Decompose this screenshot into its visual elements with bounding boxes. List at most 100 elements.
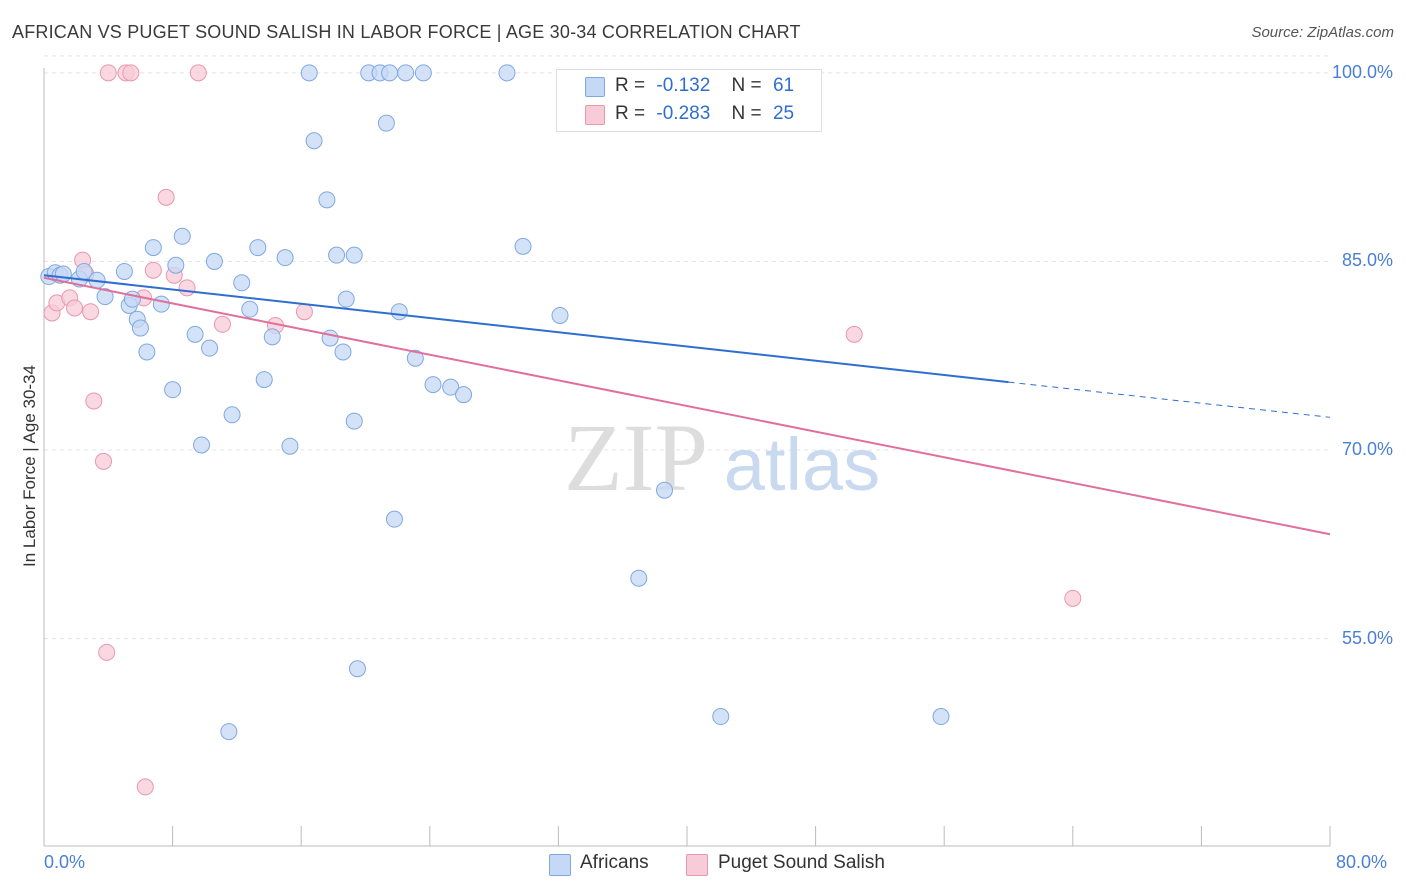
africans-point (442, 378, 460, 396)
africans-point (263, 328, 281, 346)
salish-point (178, 279, 196, 297)
watermark: ZIP atlas (564, 404, 880, 511)
africans-point (220, 723, 238, 741)
africans-point (397, 64, 415, 82)
stats-legend: R = -0.132 N = 61 R = -0.283 N = 25 (556, 69, 822, 132)
africans-point (138, 343, 156, 361)
africans-point (173, 227, 191, 245)
africans-point (255, 371, 273, 389)
salish-point (845, 325, 863, 343)
salish-point (144, 261, 162, 279)
africans-point (300, 64, 318, 82)
africans-point (328, 246, 346, 264)
africans-point (167, 256, 185, 274)
bottom-legend-salish-swatch (686, 854, 708, 876)
salish-point (189, 64, 207, 82)
africans-point (712, 708, 730, 726)
africans-point (381, 64, 399, 82)
y-tick-label: 100.0% (1331, 61, 1393, 82)
salish-point (295, 303, 313, 321)
watermark-atlas: atlas (724, 423, 880, 506)
africans-r-value: -0.132 (656, 75, 711, 96)
africans-point (318, 191, 336, 209)
africans-point (131, 319, 149, 337)
africans-point (164, 381, 182, 399)
africans-point (345, 246, 363, 264)
africans-point (305, 132, 323, 150)
africans-point (233, 274, 251, 292)
africans-points (40, 64, 950, 741)
africans-point (630, 569, 648, 587)
africans-point (193, 436, 211, 454)
salish-point (66, 299, 84, 317)
africans-point (144, 239, 162, 257)
africans-r-label: R = (615, 75, 646, 96)
salish-point (85, 392, 103, 410)
salish-r-label: R = (615, 103, 646, 124)
africans-point (514, 237, 532, 255)
africans-point (201, 339, 219, 357)
watermark-zip: ZIP (564, 404, 708, 511)
chart-title: AFRICAN VS PUGET SOUND SALISH IN LABOR F… (12, 22, 801, 42)
salish-point (213, 315, 231, 333)
x-tick-label-min: 0.0% (44, 852, 86, 872)
salish-point (157, 188, 175, 206)
africans-point (241, 300, 259, 318)
salish-stats: R = -0.283 N = 25 (615, 103, 794, 125)
africans-point (406, 349, 424, 367)
y-tick-label: 55.0% (1341, 627, 1393, 648)
africans-swatch (585, 77, 605, 97)
africans-point (337, 290, 355, 308)
africans-point (205, 252, 223, 270)
africans-point (655, 481, 673, 499)
africans-point (152, 295, 170, 313)
africans-point (498, 64, 516, 82)
salish-point (122, 64, 140, 82)
africans-point (345, 412, 363, 430)
africans-point (385, 510, 403, 528)
africans-trend-extension (1008, 381, 1331, 418)
salish-points (43, 64, 1082, 796)
africans-point (276, 249, 294, 267)
salish-point (1064, 589, 1082, 607)
africans-n-value: 61 (772, 75, 795, 96)
africans-n-label: N = (731, 75, 762, 96)
salish-point (98, 643, 116, 661)
africans-point (551, 306, 569, 324)
africans-point (390, 303, 408, 321)
salish-n-label: N = (731, 103, 762, 124)
bottom-legend-africans: Africans (580, 852, 649, 873)
salish-trend-line (43, 276, 1331, 536)
salish-point (82, 303, 100, 321)
africans-point (932, 708, 950, 726)
africans-point (223, 406, 241, 424)
salish-n-value: 25 (772, 103, 795, 124)
axes (43, 68, 1331, 847)
x-tick-label-max: 80.0% (1336, 852, 1388, 872)
africans-point (377, 114, 395, 132)
salish-point (99, 64, 117, 82)
bottom-legend-salish: Puget Sound Salish (718, 852, 885, 873)
africans-point (414, 64, 432, 82)
salish-point (94, 452, 112, 470)
source-label: Source: ZipAtlas.com (1251, 24, 1394, 41)
bottom-legend-africans-swatch (549, 854, 571, 876)
salish-point (136, 778, 154, 796)
africans-point (455, 386, 473, 404)
salish-r-value: -0.283 (656, 103, 711, 124)
y-tick-label: 70.0% (1341, 439, 1393, 459)
africans-point (186, 325, 204, 343)
africans-point (115, 262, 133, 280)
africans-point (321, 329, 339, 347)
y-tick-label: 85.0% (1341, 250, 1393, 271)
africans-point (424, 376, 442, 394)
africans-point (96, 288, 114, 306)
africans-point (281, 437, 299, 455)
africans-stats: R = -0.132 N = 61 (615, 75, 794, 97)
africans-point (334, 343, 352, 361)
africans-point (249, 239, 267, 257)
africans-point (348, 660, 366, 678)
africans-trend-line (43, 274, 1009, 384)
trend-lines (43, 274, 1331, 536)
